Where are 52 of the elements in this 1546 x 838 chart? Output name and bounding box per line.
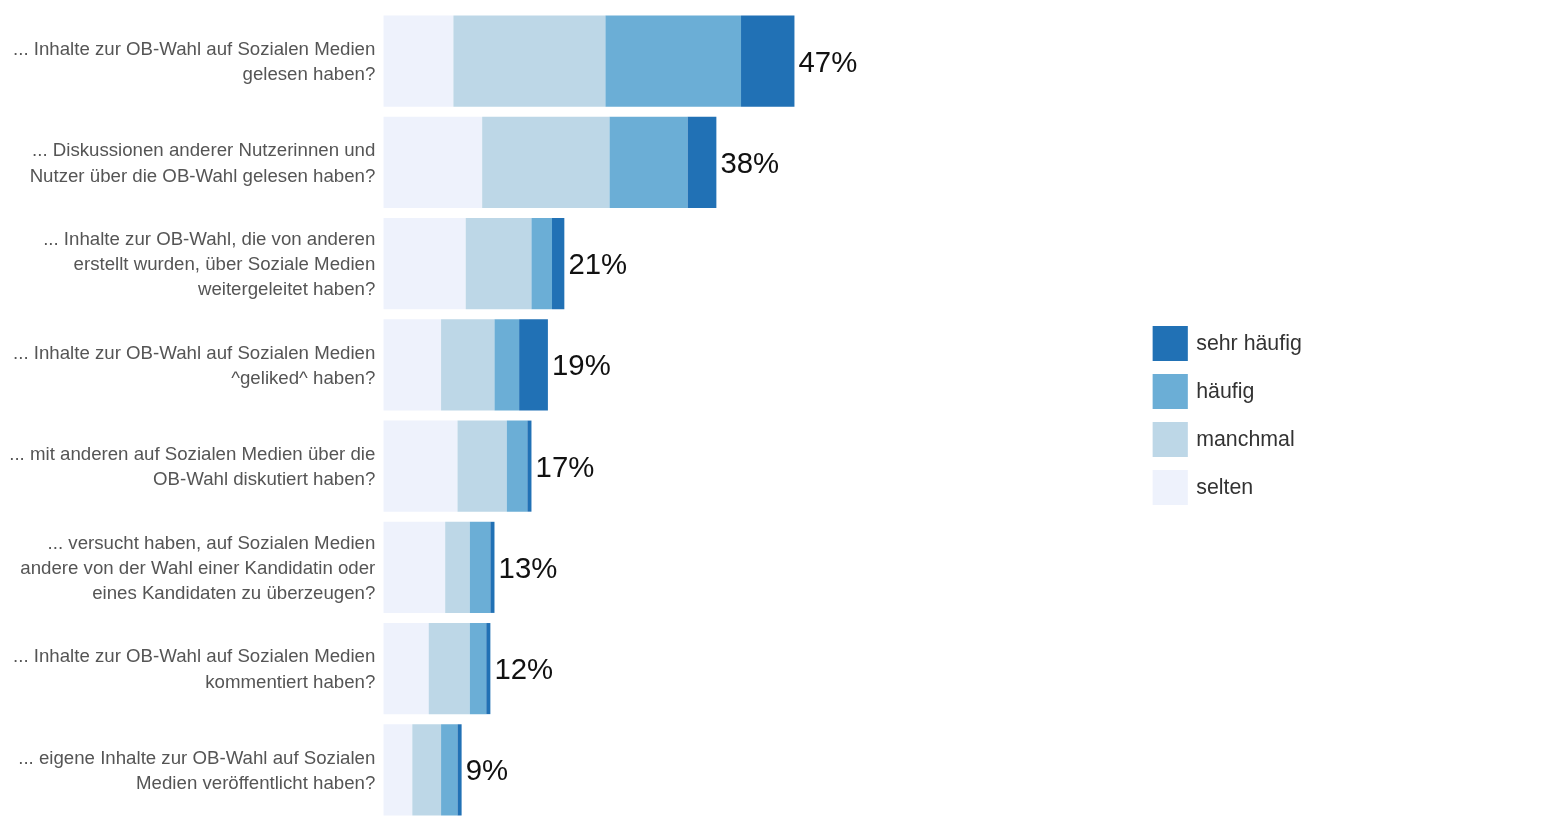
annotation: 9% xyxy=(465,753,509,787)
bar xyxy=(490,521,495,613)
bar xyxy=(383,724,413,816)
bar xyxy=(687,116,717,208)
bar xyxy=(383,218,466,310)
bar xyxy=(412,724,442,816)
bar xyxy=(605,15,742,107)
legend-label: häufig xyxy=(1196,378,1255,404)
y-tick-label: ... Inhalte zur OB-Wahl, die von anderen erstellt wurden, über Soziale Medien weitergeleitet haben? xyxy=(43,227,376,300)
legend-label: sehr häufig xyxy=(1196,330,1302,356)
bar xyxy=(457,420,507,512)
bar xyxy=(609,116,688,208)
y-tick-label: ... Diskussionen anderer Nutzerinnen und Nutzer über die OB-Wahl gelesen haben? xyxy=(29,139,376,186)
annotation: 17% xyxy=(535,449,595,483)
annotation: 12% xyxy=(494,652,554,686)
annotation: 21% xyxy=(568,247,628,281)
bar xyxy=(519,319,548,411)
bar xyxy=(383,15,454,107)
legend-label: selten xyxy=(1196,474,1254,500)
bar xyxy=(383,116,483,208)
bar xyxy=(741,15,795,107)
bar xyxy=(482,116,610,208)
y-tick-label: ... Inhalte zur OB-Wahl auf Sozialen Medien ^geliked^ haben? xyxy=(13,341,376,388)
bar xyxy=(383,319,442,411)
y-tick-label: ... mit anderen auf Sozialen Medien über die OB-Wahl diskutiert haben? xyxy=(9,443,376,490)
bar xyxy=(441,724,458,816)
bar xyxy=(457,724,462,816)
text: 47% xyxy=(798,44,858,78)
bar xyxy=(531,218,553,310)
bar xyxy=(453,15,606,107)
bar xyxy=(494,319,520,411)
annotation: 19% xyxy=(552,348,611,382)
bar xyxy=(383,420,458,512)
bar xyxy=(428,623,470,715)
y-tick-label: ... Inhalte zur OB-Wahl auf Sozialen Medien gelesen haben? xyxy=(13,38,376,85)
bar xyxy=(441,319,495,411)
bar xyxy=(469,623,487,715)
bar xyxy=(383,521,446,613)
y-tick-label: ... Inhalte zur OB-Wahl auf Sozialen Medien kommentiert haben? xyxy=(13,645,376,692)
y-tick-label: ... versucht haben, auf Sozialen Medien andere von der Wahl einer Kandidatin oder eines Kandidaten zu überzeugen? xyxy=(20,531,376,604)
bar xyxy=(486,623,491,715)
bar xyxy=(527,420,532,512)
bar xyxy=(465,218,532,310)
bar xyxy=(469,521,491,613)
legend-label: manchmal xyxy=(1196,426,1295,452)
bar xyxy=(445,521,470,613)
y-tick-label: ... eigene Inhalte zur OB-Wahl auf Sozialen Medien veröffentlicht haben? xyxy=(18,746,376,793)
bar xyxy=(506,420,528,512)
bar xyxy=(383,623,429,715)
annotation: 13% xyxy=(498,550,558,584)
annotation: 38% xyxy=(720,145,780,179)
bar xyxy=(552,218,565,310)
